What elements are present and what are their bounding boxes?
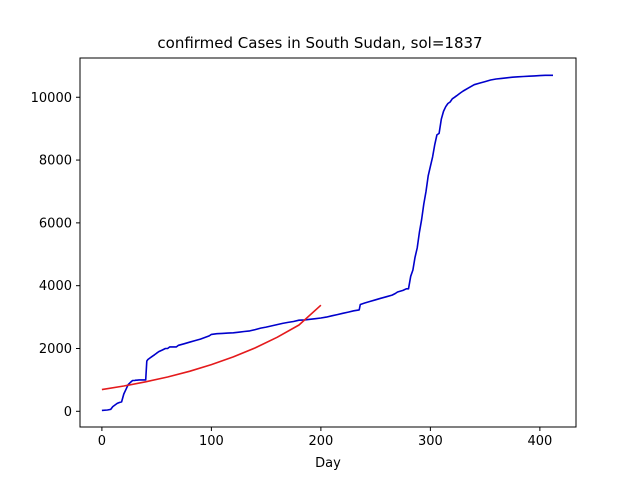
chart-title: confirmed Cases in South Sudan, sol=1837 [157,34,482,52]
plot-frame [79,57,577,428]
x-tick-label: 0 [98,434,106,449]
y-tick-label: 4000 [39,279,72,294]
y-tick-label: 8000 [39,154,72,169]
y-tick-label: 2000 [39,342,72,357]
plot-layer [101,74,553,412]
series-line-fit [101,304,322,391]
x-tick-label: 300 [418,434,443,449]
series-line-confirmed [101,74,553,412]
x-tick-label: 400 [527,434,552,449]
y-tick-label: 6000 [39,216,72,231]
y-axis: 0 2000 4000 6000 8000 10000 [31,91,80,420]
y-tick-label: 10000 [31,91,72,106]
x-axis-label: Day [315,456,341,471]
x-tick-label: 100 [199,434,224,449]
x-axis: 0 100 200 300 400 [98,427,552,449]
x-tick-label: 200 [308,434,333,449]
y-tick-label: 0 [64,405,72,420]
